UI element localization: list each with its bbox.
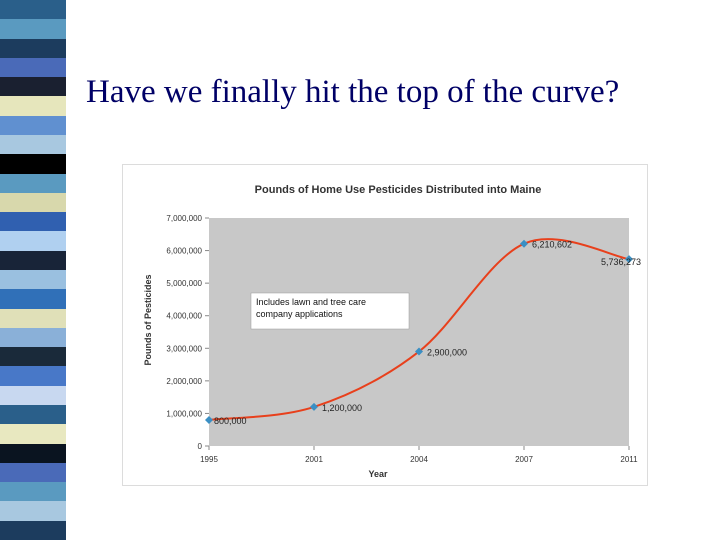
data-label: 6,210,602	[532, 240, 572, 250]
y-tick-label: 3,000,000	[166, 344, 202, 353]
stripe-block	[0, 154, 66, 175]
stripe-block	[0, 135, 66, 155]
annotation-text: Includes lawn and tree care	[256, 297, 366, 307]
stripe-block	[0, 57, 66, 78]
x-tick-label: 2011	[620, 455, 638, 464]
slide-title: Have we finally hit the top of the curve…	[86, 74, 620, 110]
stripe-block	[0, 347, 66, 367]
stripe-block	[0, 0, 66, 20]
decorative-stripe	[0, 0, 66, 540]
stripe-block	[0, 405, 66, 425]
stripe-block	[0, 520, 66, 540]
annotation-text: company applications	[256, 309, 343, 319]
plot-area	[209, 218, 629, 446]
stripe-block	[0, 115, 66, 136]
stripe-block	[0, 19, 66, 40]
data-label: 800,000	[214, 416, 247, 426]
x-tick-label: 2004	[410, 455, 428, 464]
stripe-block	[0, 385, 66, 406]
stripe-block	[0, 212, 66, 232]
x-tick-label: 1995	[200, 455, 218, 464]
stripe-block	[0, 173, 66, 194]
annotation-box: Includes lawn and tree care company appli…	[250, 292, 410, 330]
data-point-marker	[310, 402, 318, 411]
data-label: 2,900,000	[427, 348, 467, 358]
data-point-marker	[415, 347, 423, 356]
data-label: 1,200,000	[322, 403, 362, 413]
x-axis-title: Year	[368, 469, 388, 479]
stripe-block	[0, 501, 66, 522]
y-tick-label: 0	[198, 442, 203, 451]
x-tick-label: 2001	[305, 455, 323, 464]
stripe-block	[0, 77, 66, 97]
data-point-marker	[205, 415, 213, 424]
chart-title: Pounds of Home Use Pesticides Distribute…	[255, 184, 542, 196]
stripe-block	[0, 96, 66, 117]
stripe-block	[0, 308, 66, 329]
y-tick-label: 4,000,000	[166, 312, 202, 321]
stripe-block	[0, 366, 66, 387]
annotation-background	[250, 292, 410, 330]
y-tick-label: 7,000,000	[166, 214, 202, 223]
data-point-marker	[520, 239, 528, 248]
y-tick-label: 6,000,000	[166, 247, 202, 256]
stripe-block	[0, 289, 66, 310]
y-axis-title: Pounds of Pesticides	[143, 274, 153, 365]
stripe-block	[0, 424, 66, 445]
chart-frame: Pounds of Home Use Pesticides Distribute…	[122, 164, 648, 486]
stripe-block	[0, 462, 66, 483]
stripe-block	[0, 38, 66, 59]
stripe-block	[0, 192, 66, 213]
stripe-block	[0, 482, 66, 502]
y-tick-label: 5,000,000	[166, 279, 202, 288]
line-chart: Pounds of Home Use Pesticides Distribute…	[143, 184, 641, 479]
stripe-block	[0, 327, 66, 348]
y-tick-label: 1,000,000	[166, 409, 202, 418]
data-label: 5,736,273	[601, 257, 641, 267]
stripe-block	[0, 231, 66, 252]
y-tick-label: 2,000,000	[166, 377, 202, 386]
x-tick-label: 2007	[515, 455, 533, 464]
stripe-block	[0, 250, 66, 271]
stripe-block	[0, 443, 66, 464]
stripe-block	[0, 270, 66, 290]
